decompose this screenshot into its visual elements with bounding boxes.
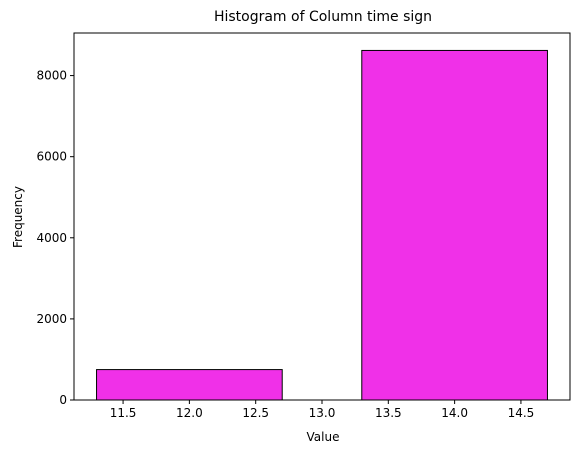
- x-tick-label: 13.0: [309, 406, 336, 420]
- y-tick-label: 6000: [36, 150, 67, 164]
- x-tick-label: 14.5: [508, 406, 535, 420]
- y-tick-label: 8000: [36, 69, 67, 83]
- x-tick-label: 11.5: [110, 406, 137, 420]
- plot-area: 11.5 12.0 12.5 13.0 13.5 14.0 14.5 0 2000 4000 600…: [36, 33, 570, 420]
- histogram-bar-2: [362, 50, 548, 400]
- x-axis-label: Value: [307, 430, 340, 444]
- y-tick-label: 2000: [36, 312, 67, 326]
- histogram-bar-1: [97, 370, 283, 400]
- y-tick-label: 0: [59, 393, 67, 407]
- x-tick-label: 14.0: [441, 406, 468, 420]
- chart-title: Histogram of Column time sign: [214, 9, 432, 25]
- x-tick-label: 12.0: [176, 406, 203, 420]
- y-tick-label: 4000: [36, 231, 67, 245]
- x-tick-label: 12.5: [242, 406, 269, 420]
- x-tick-label: 13.5: [375, 406, 402, 420]
- y-axis-label: Frequency: [11, 186, 25, 248]
